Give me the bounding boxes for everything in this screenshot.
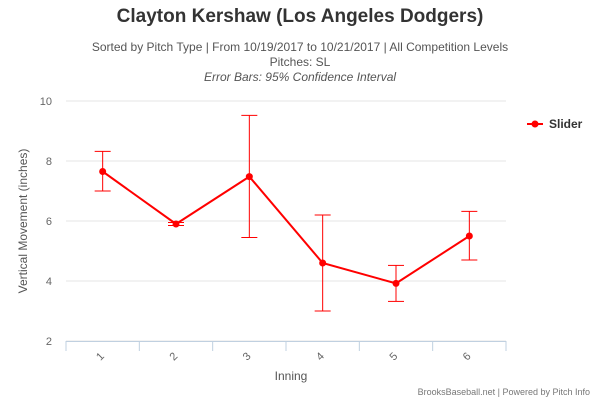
x-axis-title: Inning: [275, 369, 308, 383]
pitches-line: Pitches: SL: [269, 55, 331, 69]
error-bar-note: Error Bars: 95% Confidence Interval: [203, 70, 397, 84]
chart-subtitle: Sorted by Pitch Type | From 10/19/2017 t…: [91, 40, 509, 54]
chart-title: Clayton Kershaw (Los Angeles Dodgers): [116, 6, 484, 27]
series-line-slider: [102, 170, 470, 285]
y-tick-label: 8: [46, 156, 52, 168]
y-tick-label: 10: [40, 96, 52, 108]
data-point: [319, 259, 327, 267]
x-tick-label: 2: [167, 350, 180, 363]
x-tick-label: 5: [387, 350, 400, 363]
data-point: [172, 220, 180, 228]
credit-text[interactable]: BrooksBaseball.net | Powered by Pitch In…: [418, 387, 590, 397]
y-tick-label: 2: [46, 336, 52, 348]
y-axis: 2 4 6 8 10: [40, 96, 52, 348]
x-tick-label: 3: [241, 350, 254, 363]
x-tick-label: 6: [461, 350, 474, 363]
y-tick-label: 6: [46, 216, 52, 228]
x-tick-label: 4: [314, 350, 327, 363]
legend[interactable]: Slider: [527, 117, 583, 131]
y-axis-title: Vertical Movement (inches): [16, 149, 30, 294]
legend-marker-slider: [531, 120, 539, 128]
legend-label-slider[interactable]: Slider: [549, 117, 583, 131]
data-point: [392, 279, 400, 287]
series-layer: [99, 168, 473, 287]
error-bars: [94, 114, 478, 312]
x-tick-label: 1: [94, 350, 107, 363]
y-tick-label: 4: [46, 276, 52, 288]
x-axis: 1 2 3 4 5 6: [65, 341, 507, 363]
data-point: [99, 168, 107, 175]
data-point: [245, 173, 253, 181]
data-point: [465, 232, 473, 240]
